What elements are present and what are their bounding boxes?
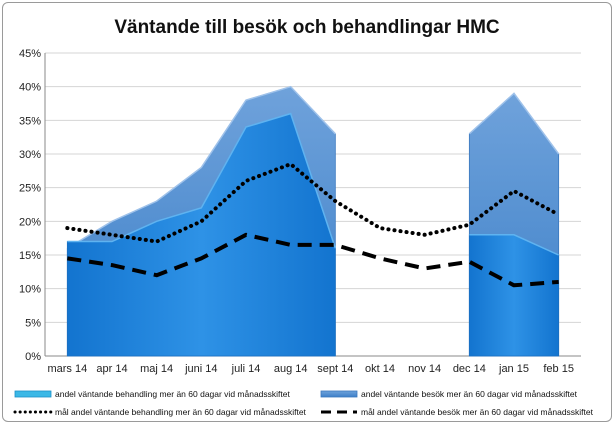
area-behandling bbox=[468, 234, 560, 357]
y-tick-label: 25% bbox=[19, 183, 41, 195]
legend-label: andel väntande besök mer än 60 dagar vid… bbox=[361, 389, 578, 399]
y-tick-label: 5% bbox=[25, 317, 41, 329]
line-mal-behandling bbox=[65, 162, 561, 244]
legend-label: mål andel väntande behandling mer än 60 … bbox=[55, 407, 307, 417]
area-series bbox=[66, 85, 560, 357]
legend-swatch bbox=[14, 390, 52, 398]
y-tick-label: 10% bbox=[19, 284, 41, 296]
y-tick-label: 30% bbox=[19, 149, 41, 161]
y-tick-label: 35% bbox=[19, 115, 41, 127]
y-axis-ticks: 0% 5% 10% 15% 20% 25% 30% 35% 40% 45% bbox=[19, 48, 41, 363]
chart: Väntande till besök och behandlingar HMC… bbox=[13, 17, 594, 417]
area-top-edge bbox=[469, 234, 559, 256]
y-tick-label: 40% bbox=[19, 82, 41, 94]
legend-label: andel väntande behandling mer än 60 daga… bbox=[55, 389, 290, 399]
x-tick-label: juli 14 bbox=[231, 363, 261, 375]
legend: andel väntande behandling mer än 60 daga… bbox=[13, 389, 594, 417]
y-tick-label: 45% bbox=[19, 48, 41, 60]
x-tick-label: jan 15 bbox=[498, 363, 529, 375]
y-tick-label: 0% bbox=[25, 351, 41, 363]
x-tick-label: okt 14 bbox=[365, 363, 395, 375]
line-mal-besok bbox=[67, 232, 559, 288]
x-tick-label: maj 14 bbox=[140, 363, 173, 375]
legend-swatch bbox=[320, 390, 358, 398]
line-series bbox=[65, 162, 561, 288]
x-tick-label: aug 14 bbox=[274, 363, 308, 375]
x-axis-ticks: mars 14 apr 14 maj 14 juni 14 juli 14 aug 14 s… bbox=[47, 363, 574, 375]
legend-label: mål andel väntande besök mer än 60 dagar… bbox=[361, 407, 594, 417]
area-top-edge bbox=[67, 112, 337, 249]
x-tick-label: mars 14 bbox=[47, 363, 87, 375]
y-tick-label: 15% bbox=[19, 250, 41, 262]
x-tick-label: feb 15 bbox=[543, 363, 574, 375]
x-tick-label: sept 14 bbox=[317, 363, 353, 375]
x-tick-label: juni 14 bbox=[184, 363, 217, 375]
y-tick-label: 20% bbox=[19, 216, 41, 228]
area-top-edge bbox=[468, 92, 560, 155]
chart-title: Väntande till besök och behandlingar HMC bbox=[114, 17, 500, 38]
x-tick-label: nov 14 bbox=[408, 363, 441, 375]
area-top-edge bbox=[66, 85, 336, 249]
x-tick-label: apr 14 bbox=[96, 363, 127, 375]
x-tick-label: dec 14 bbox=[453, 363, 486, 375]
